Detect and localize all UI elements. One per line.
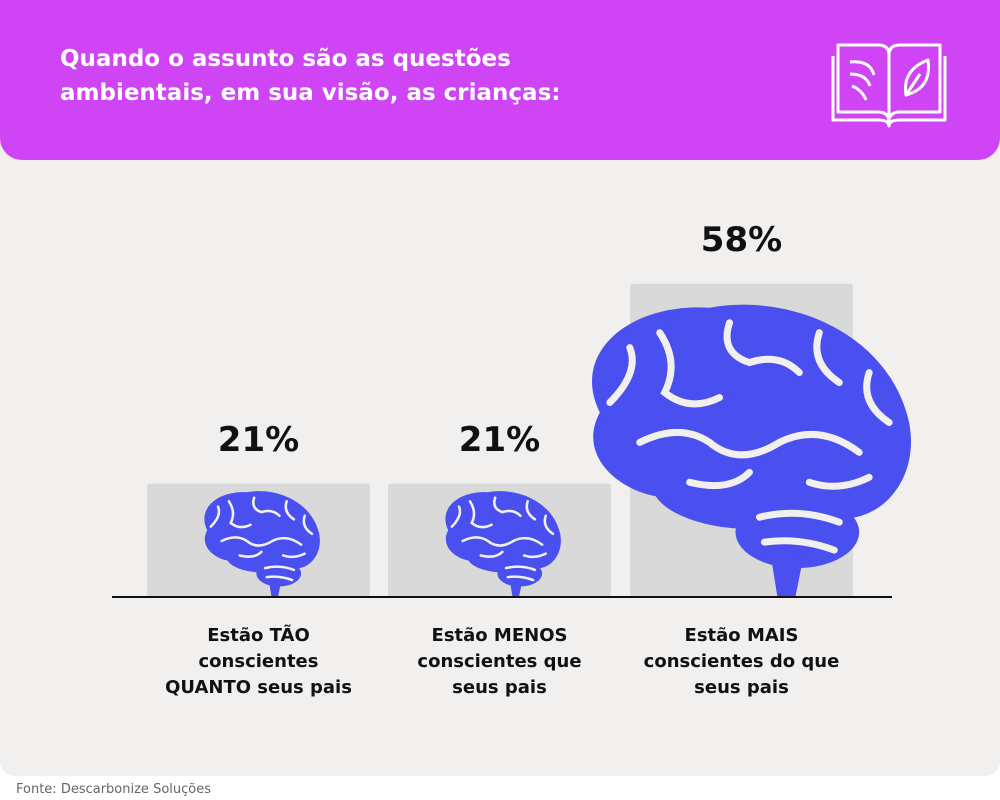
book-icon (831, 43, 947, 128)
brain-icon (445, 491, 561, 597)
chart-title: Quando o assunto são as questões ambient… (60, 46, 561, 106)
value-label: 21% (217, 419, 300, 460)
brain-stem (268, 578, 282, 597)
x-tick-label: Estão MAIS conscientes do que seus pais (643, 625, 840, 698)
brain-folds (209, 496, 314, 582)
brain-stem (509, 578, 523, 597)
brain-icon (592, 304, 912, 597)
brain-folds (606, 319, 893, 554)
x-tick-label: Estão TÃO conscientes QUANTO seus pais (165, 625, 352, 698)
value-label: 21% (458, 419, 541, 460)
value-label: 58% (700, 219, 783, 260)
brain-stem (769, 547, 806, 597)
source-note: Fonte: Descarbonize Soluções (16, 782, 211, 797)
brain-folds (450, 496, 555, 582)
brain-icon (204, 491, 320, 597)
x-tick-label: Estão MENOS conscientes que seus pais (417, 625, 582, 698)
